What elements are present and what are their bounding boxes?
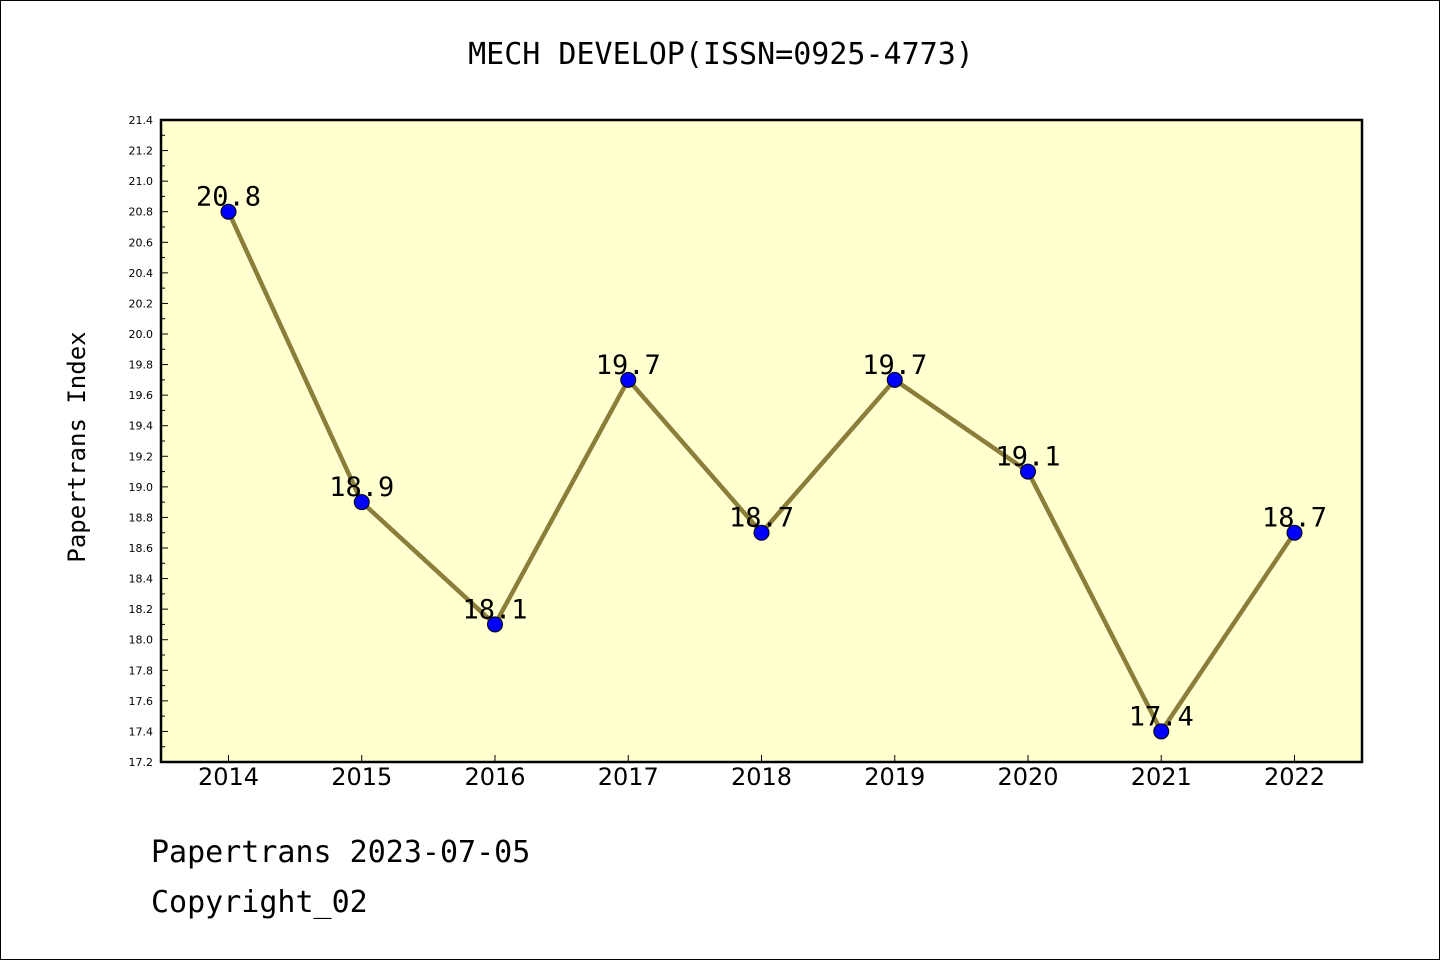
data-point (886, 371, 903, 388)
y-tick-label: 17.4 (129, 725, 154, 738)
data-point (220, 203, 237, 220)
data-point (353, 494, 370, 511)
y-tick-label: 19.2 (129, 450, 154, 463)
data-point (1153, 723, 1170, 740)
y-tick-label: 18.0 (129, 634, 154, 647)
data-point (487, 616, 503, 633)
y-tick-label: 17.8 (129, 664, 154, 677)
footer-copyright: Copyright_02 (151, 885, 368, 920)
x-tick-label: 2020 (997, 763, 1058, 791)
plot-area (159, 118, 1364, 764)
data-label: 18.9 (329, 472, 394, 503)
y-tick-label: 18.6 (129, 542, 154, 555)
data-point (620, 371, 637, 388)
y-tick-label: 18.4 (129, 573, 154, 586)
data-point (1020, 463, 1036, 480)
y-tick-label: 21.4 (129, 114, 154, 127)
y-tick-label: 19.8 (129, 359, 154, 372)
footer-date: Papertrans 2023-07-05 (151, 835, 531, 870)
y-tick-label: 20.4 (129, 267, 154, 280)
y-tick-label: 17.6 (129, 695, 154, 708)
data-label: 20.8 (196, 182, 261, 213)
y-tick-label: 19.4 (129, 420, 154, 433)
x-tick-label: 2014 (198, 763, 259, 791)
y-tick-label: 20.6 (129, 236, 154, 249)
y-tick-label: 21.0 (129, 175, 154, 188)
y-tick-label: 20.8 (129, 206, 154, 219)
y-tick-label: 18.8 (129, 511, 154, 524)
y-tick-label: 21.2 (129, 145, 154, 158)
data-point (753, 524, 770, 541)
y-tick-label: 20.2 (129, 297, 154, 310)
x-tick-label: 2016 (464, 763, 525, 791)
data-label: 18.1 (462, 594, 527, 625)
x-tick-label: 2022 (1264, 763, 1325, 791)
data-label: 18.7 (729, 503, 794, 534)
data-label: 17.4 (1129, 701, 1194, 732)
data-point (1286, 524, 1303, 541)
x-tick-label: 2018 (731, 763, 792, 791)
x-tick-label: 2017 (598, 763, 659, 791)
data-label: 19.7 (596, 350, 661, 381)
y-tick-label: 20.0 (129, 328, 154, 341)
x-tick-label: 2019 (864, 763, 925, 791)
y-tick-label: 19.6 (129, 389, 154, 402)
x-tick-label: 2021 (1131, 763, 1192, 791)
data-label: 18.7 (1262, 503, 1327, 534)
x-tick-label: 2015 (331, 763, 392, 791)
y-tick-label: 19.0 (129, 481, 154, 494)
y-tick-label: 18.2 (129, 603, 154, 616)
chart-title: MECH DEVELOP(ISSN=0925-4773) (468, 37, 974, 72)
y-tick-label: 17.2 (129, 756, 154, 769)
data-label: 19.7 (862, 350, 927, 381)
data-label: 19.1 (995, 442, 1060, 473)
